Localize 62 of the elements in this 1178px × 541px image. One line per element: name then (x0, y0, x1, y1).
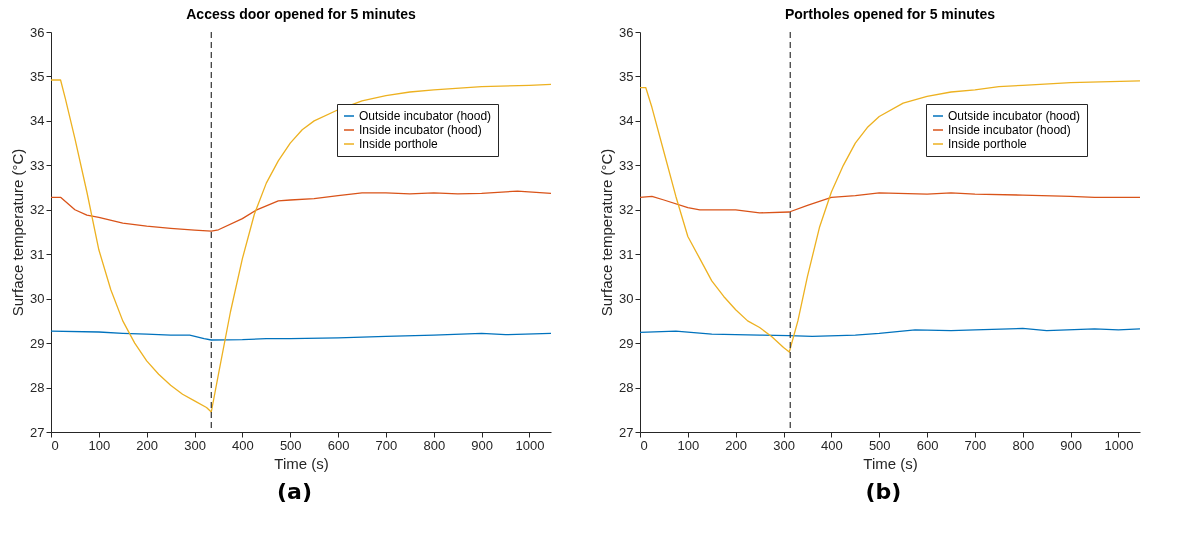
x-tick-label: 200 (136, 437, 159, 453)
x-tick-label: 600 (916, 437, 939, 453)
y-tick-label: 32 (30, 202, 45, 218)
y-tick-label: 27 (30, 424, 45, 440)
y-tick-label: 30 (30, 291, 45, 307)
x-tick-label: 900 (1060, 437, 1082, 453)
legend-label: Inside porthole (948, 137, 1028, 151)
x-axis-title: Time (s) (863, 454, 918, 472)
x-axis-title: Time (s) (274, 454, 329, 472)
x-tick-label: 800 (423, 437, 446, 453)
line-series (640, 192, 1140, 214)
y-axis-title: Surface temperature (°C) (9, 148, 27, 317)
legend-label: Inside incubator (hood) (948, 123, 1071, 137)
y-tick-label: 28 (30, 380, 45, 396)
y-tick-label: 27 (619, 424, 634, 440)
x-tick-label: 1000 (515, 437, 545, 453)
line-series (640, 80, 1140, 353)
x-tick-label: 1000 (1104, 437, 1134, 453)
x-tick-label: 0 (640, 437, 648, 453)
y-axis-title: Surface temperature (°C) (598, 148, 616, 317)
x-tick-label: 500 (279, 437, 302, 453)
y-tick-label: 36 (30, 24, 45, 40)
legend-label: Inside porthole (359, 137, 439, 151)
y-tick-label: 29 (619, 335, 634, 351)
y-tick-label: 36 (619, 24, 634, 40)
y-tick-label: 31 (619, 246, 634, 262)
x-tick-label: 500 (868, 437, 891, 453)
y-tick-label: 31 (30, 246, 45, 262)
legend-label: Outside incubator (hood) (948, 109, 1081, 123)
x-tick-label: 700 (375, 437, 398, 453)
x-tick-label: 600 (327, 437, 350, 453)
y-tick-label: 33 (30, 157, 45, 173)
x-tick-label: 800 (1012, 437, 1035, 453)
y-tick-label: 35 (619, 68, 634, 84)
chart-title: Access door opened for 5 minutes (186, 6, 416, 22)
x-tick-label: 0 (51, 437, 59, 453)
x-tick-label: 100 (677, 437, 700, 453)
y-tick-label: 28 (619, 380, 634, 396)
legend-label: Inside incubator (hood) (359, 123, 482, 137)
x-tick-label: 200 (725, 437, 748, 453)
x-tick-label: 100 (88, 437, 111, 453)
line-series (51, 330, 551, 341)
x-tick-label: 300 (773, 437, 795, 453)
y-tick-label: 34 (30, 113, 45, 129)
line-series (51, 190, 551, 232)
y-tick-label: 30 (619, 291, 634, 307)
text: (a) (276, 479, 313, 504)
y-tick-label: 33 (619, 157, 634, 173)
y-tick-label: 29 (30, 335, 45, 351)
x-tick-label: 400 (821, 437, 843, 453)
line-series (640, 327, 1140, 338)
x-tick-label: 400 (232, 437, 254, 453)
y-tick-label: 32 (619, 202, 634, 218)
y-tick-label: 35 (30, 68, 45, 84)
line-series (51, 79, 551, 413)
x-tick-label: 300 (184, 437, 206, 453)
text: (b) (864, 479, 903, 504)
x-tick-label: 700 (964, 437, 987, 453)
chart-title: Portholes opened for 5 minutes (784, 6, 996, 22)
legend-label: Outside incubator (hood) (359, 109, 492, 123)
x-tick-label: 900 (471, 437, 493, 453)
y-tick-label: 34 (619, 113, 634, 129)
